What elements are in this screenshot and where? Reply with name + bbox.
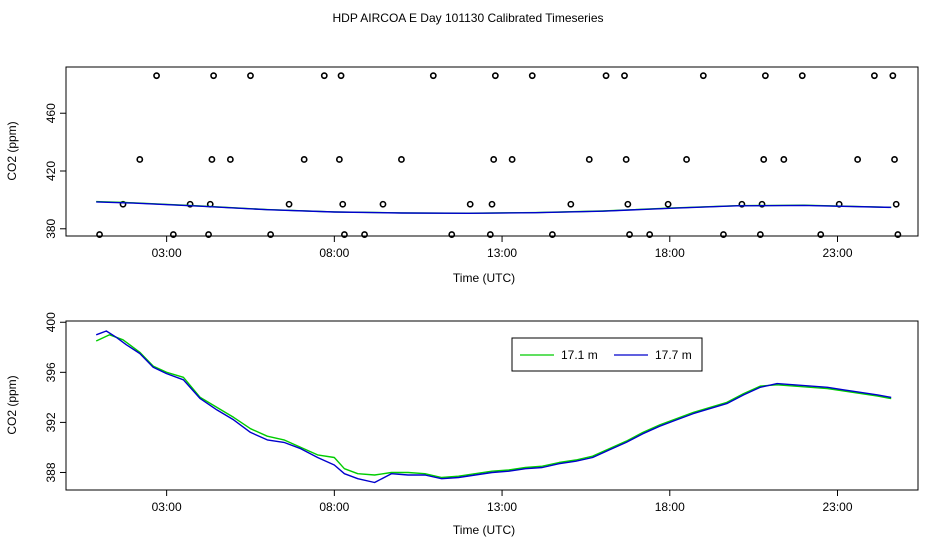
calibration-point (379, 200, 387, 208)
bottom-axes: 03:00 08:00 13:00 18:00 23:00 388 392 396 400 (44, 312, 853, 514)
calibration-point (699, 72, 707, 80)
calibration-point (798, 72, 806, 80)
calibration-point (602, 72, 610, 80)
calibration-point (267, 231, 275, 238)
x-tick-label: 18:00 (655, 246, 685, 260)
x-tick-label: 18:00 (655, 500, 685, 514)
y-tick-label: 400 (44, 312, 58, 332)
legend-label-17-7: 17.7 m (655, 348, 692, 362)
top-plot-marks (96, 72, 902, 238)
series-line-17-7-m (96, 201, 892, 215)
calibration-point (226, 156, 234, 163)
y-tick-label: 392 (44, 412, 58, 432)
calibration-point (894, 231, 902, 238)
bottom-x-axis-label: Time (UTC) (453, 523, 515, 537)
calibration-point (626, 231, 633, 238)
calibration-point (466, 200, 474, 208)
calibration-point (210, 72, 217, 80)
calibration-point (136, 156, 144, 163)
calibration-point (429, 72, 437, 80)
calibration-point (891, 156, 898, 163)
x-tick-label: 23:00 (822, 500, 852, 514)
calibration-point (247, 72, 254, 80)
legend: 17.1 m 17.7 m (511, 337, 703, 372)
calibration-point (486, 231, 494, 238)
y-tick-label: 388 (44, 462, 58, 482)
calibration-point (491, 72, 499, 80)
calibration-point (756, 231, 764, 238)
calibration-point (780, 156, 788, 163)
calibration-point (622, 156, 630, 163)
calibration-point (448, 231, 456, 238)
bottom-plot-marks (95, 330, 892, 484)
calibration-point (854, 156, 862, 163)
y-tick-label: 420 (44, 161, 58, 181)
x-tick-label: 13:00 (487, 246, 517, 260)
calibration-point (870, 72, 878, 80)
calibration-point (761, 72, 769, 80)
top-x-axis-label: Time (UTC) (453, 271, 515, 285)
x-tick-label: 23:00 (822, 246, 852, 260)
calibration-point (169, 231, 177, 238)
calibration-point (488, 200, 496, 208)
calibration-point (892, 200, 900, 208)
y-tick-label: 460 (44, 103, 58, 123)
calibration-point (548, 231, 556, 238)
calibration-point (624, 200, 632, 208)
legend-label-17-1: 17.1 m (561, 348, 598, 362)
calibration-point (508, 156, 516, 163)
x-tick-label: 03:00 (152, 500, 182, 514)
calibration-point (758, 200, 766, 208)
top-y-axis-label: CO2 (ppm) (5, 121, 19, 180)
calibration-point (490, 156, 498, 163)
calibration-point (320, 72, 328, 80)
series-line-17-1-m (95, 334, 892, 479)
bottom-y-axis-label: CO2 (ppm) (5, 375, 19, 434)
y-tick-label: 380 (44, 218, 58, 238)
calibration-point (567, 200, 575, 208)
top-panel: 03:00 08:00 13:00 18:00 23:00 380 420 460 Time … (5, 66, 919, 285)
calibration-point (528, 72, 536, 80)
calibration-point (208, 156, 216, 163)
calibration-point (585, 156, 593, 163)
x-tick-label: 03:00 (152, 246, 182, 260)
calibration-point (341, 231, 348, 238)
calibration-point (398, 156, 405, 163)
calibration-point (119, 200, 127, 208)
calibration-point (300, 156, 308, 163)
calibration-point (285, 200, 293, 208)
calibration-point (738, 200, 746, 208)
calibration-point (153, 72, 160, 80)
calibration-point (186, 200, 194, 208)
top-axes: 03:00 08:00 13:00 18:00 23:00 380 420 460 (44, 103, 853, 260)
calibration-point (361, 231, 368, 238)
calibration-point (720, 231, 727, 238)
calibration-point (760, 156, 768, 163)
calibration-point (335, 156, 343, 163)
figure-title: HDP AIRCOA E Day 101130 Calibrated Times… (332, 11, 603, 25)
calibration-point (96, 231, 103, 238)
calibration-point (339, 200, 347, 208)
x-tick-label: 08:00 (319, 246, 349, 260)
bottom-panel: 03:00 08:00 13:00 18:00 23:00 388 392 396 400 Ti… (5, 312, 919, 537)
calibration-point (683, 156, 690, 163)
calibration-point (817, 231, 825, 238)
calibration-point (621, 72, 628, 80)
calibration-point (646, 231, 654, 238)
calibration-point (337, 72, 345, 80)
x-tick-label: 13:00 (487, 500, 517, 514)
series-line-17-7-m (95, 330, 892, 484)
y-tick-label: 396 (44, 362, 58, 382)
x-tick-label: 08:00 (319, 500, 349, 514)
calibration-point (889, 72, 897, 80)
bottom-plot-frame (65, 320, 919, 491)
calibration-point (664, 200, 672, 208)
calibration-point (205, 231, 212, 238)
